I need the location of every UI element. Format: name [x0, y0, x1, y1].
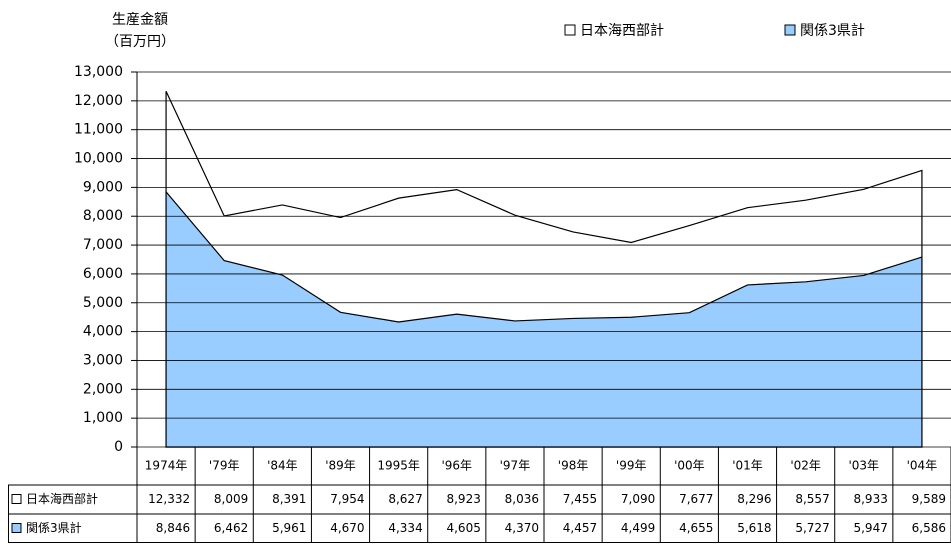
x-tick-label: '00年 — [674, 459, 705, 473]
value-label: 5,961 — [272, 521, 306, 535]
value-label: 8,036 — [505, 492, 539, 506]
value-label: 8,391 — [272, 492, 306, 506]
value-label: 4,457 — [563, 521, 597, 535]
y-tick-label: 1,000 — [83, 410, 123, 426]
value-label: 6,462 — [214, 521, 248, 535]
y-tick-label: 8,000 — [83, 208, 123, 224]
area — [165, 190, 923, 448]
legend-marker — [564, 24, 576, 36]
value-label: 8,009 — [214, 492, 248, 506]
y-tick-label: 12,000 — [74, 93, 123, 109]
value-label: 7,954 — [330, 492, 364, 506]
value-label: 7,677 — [679, 492, 713, 506]
value-label: 4,605 — [446, 521, 480, 535]
legend-label: 関係3県計 — [800, 23, 865, 39]
y-axis-label: （百万円） — [105, 34, 175, 50]
x-tick-label: '98年 — [558, 459, 589, 473]
y-tick-label: 9,000 — [83, 179, 123, 195]
x-tick-label: '96年 — [441, 459, 472, 473]
y-tick-label: 6,000 — [83, 266, 123, 282]
y-tick-label: 0 — [114, 439, 123, 455]
value-label: 6,586 — [912, 521, 946, 535]
legend-marker — [11, 523, 22, 533]
x-tick-label: '99年 — [616, 459, 647, 473]
legend-marker — [784, 24, 796, 36]
y-tick-label: 7,000 — [83, 237, 123, 253]
y-tick-label: 4,000 — [83, 324, 123, 340]
x-tick-label: '79年 — [209, 459, 240, 473]
value-label: 4,499 — [621, 521, 655, 535]
x-tick-label: '97年 — [500, 459, 531, 473]
row-label: 日本海西部計 — [26, 491, 98, 506]
value-label: 8,933 — [853, 492, 887, 506]
value-label: 8,557 — [795, 492, 829, 506]
value-label: 5,727 — [795, 521, 829, 535]
x-tick-label: '84年 — [267, 459, 298, 473]
legend-label: 日本海西部計 — [580, 23, 664, 39]
value-label: 8,846 — [156, 521, 190, 535]
y-tick-label: 3,000 — [83, 352, 123, 368]
value-label: 4,370 — [505, 521, 539, 535]
y-tick-label: 5,000 — [83, 295, 123, 311]
value-label: 4,670 — [330, 521, 364, 535]
y-axis-label: 生産金額 — [112, 12, 168, 28]
y-tick-label: 11,000 — [74, 122, 123, 138]
x-tick-label: '02年 — [790, 459, 821, 473]
value-label: 5,618 — [737, 521, 771, 535]
x-tick-label: 1974年 — [145, 459, 188, 473]
row-label: 関係3県計 — [26, 520, 82, 535]
x-tick-label: 1995年 — [377, 459, 420, 473]
x-tick-label: '04年 — [907, 459, 938, 473]
value-label: 7,455 — [563, 492, 597, 506]
value-label: 5,947 — [853, 521, 887, 535]
x-tick-label: '89年 — [325, 459, 356, 473]
value-label: 8,627 — [388, 492, 422, 506]
x-tick-label: '01年 — [732, 459, 763, 473]
value-label: 8,923 — [446, 492, 480, 506]
y-tick-label: 10,000 — [74, 151, 123, 167]
y-tick-label: 2,000 — [83, 381, 123, 397]
x-tick-label: '03年 — [848, 459, 879, 473]
y-tick-label: 13,000 — [74, 64, 123, 80]
value-label: 9,589 — [912, 492, 946, 506]
legend-marker — [11, 494, 22, 504]
value-label: 4,334 — [388, 521, 422, 535]
value-label: 4,655 — [679, 521, 713, 535]
value-label: 12,332 — [148, 492, 190, 506]
value-label: 8,296 — [737, 492, 771, 506]
value-label: 7,090 — [621, 492, 655, 506]
